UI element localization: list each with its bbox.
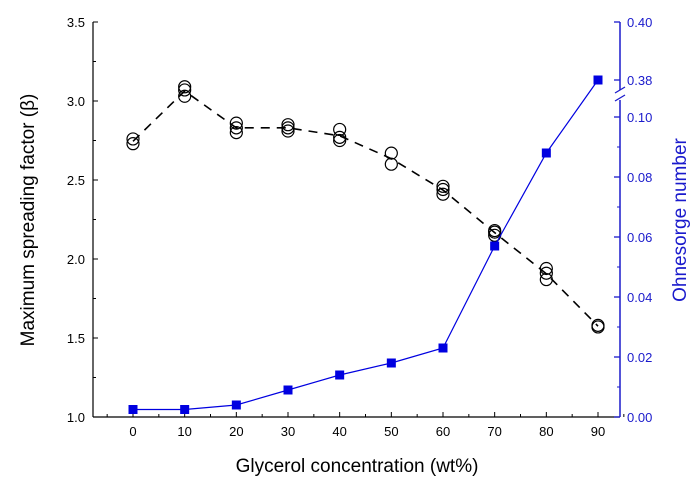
y-tick-label: 2.5 (67, 173, 85, 188)
beta-point (178, 80, 192, 94)
beta-point (384, 157, 398, 171)
y-tick-label: 1.0 (67, 410, 85, 425)
beta-point (178, 89, 192, 103)
x-tick-label: 50 (384, 424, 398, 439)
ohnesorge-point (128, 405, 138, 414)
beta-point (436, 187, 450, 201)
ohnesorge-point (541, 148, 551, 158)
beta-point (436, 182, 450, 197)
beta-point (229, 121, 243, 135)
beta-point (333, 122, 347, 137)
x-axis-label: Glycerol concentration (wt%) (236, 456, 479, 477)
beta-point (539, 272, 553, 287)
beta-point (488, 223, 502, 238)
x-tick-label: 90 (591, 424, 605, 439)
y2-tick-label: 0.06 (627, 230, 652, 245)
y2-tick-label: 0.04 (627, 290, 652, 305)
ohnesorge-point (490, 241, 500, 251)
beta-point (281, 124, 295, 138)
x-tick-label: 20 (229, 424, 243, 439)
x-tick-label: 70 (487, 424, 501, 439)
ohnesorge-point (335, 370, 345, 380)
beta-point (281, 118, 295, 132)
x-tick-label: 0 (129, 424, 136, 439)
ohnesorge-point (386, 358, 396, 368)
ohnesorge-point (283, 385, 293, 395)
ohnesorge-point (180, 405, 190, 414)
beta-dashed-line (132, 89, 599, 327)
ohnesorge-line (133, 79, 599, 411)
y2-tick-label: 0.10 (627, 110, 652, 125)
beta-point (539, 266, 553, 280)
y-tick-label: 1.5 (67, 331, 85, 346)
beta-point (229, 126, 243, 140)
beta-point (333, 130, 347, 144)
ohnesorge-point (438, 343, 448, 353)
ohnesorge-point (593, 75, 603, 85)
y2-tick-label: 0.38 (627, 73, 652, 88)
beta-point (539, 261, 553, 276)
x-tick-label: 60 (436, 424, 450, 439)
axes: 0 10 20 30 40 50 60 70 80 90 1.0 1.5 2.0 2.5 3.0 3.5 0.0… (67, 15, 652, 439)
y-axis-label: Maximum spreading factor (β) (18, 94, 39, 347)
axis-break-mark (614, 86, 626, 94)
beta-point (333, 133, 347, 148)
y-tick-label: 3.5 (67, 15, 85, 30)
beta-point (591, 318, 605, 332)
x-tick-label: 40 (332, 424, 346, 439)
y2-tick-label: 0.02 (627, 350, 652, 365)
y2-tick-label: 0.40 (627, 15, 652, 30)
y-tick-label: 3.0 (67, 94, 85, 109)
x-tick-label: 30 (281, 424, 295, 439)
beta-point (436, 179, 450, 193)
beta-point (126, 137, 140, 151)
beta-point (126, 132, 140, 146)
beta-point (229, 116, 243, 130)
marks (126, 75, 605, 414)
ohnesorge-point (231, 400, 241, 410)
y2-axis-label: Ohnesorge number (670, 137, 691, 301)
y2-tick-label: 0.00 (627, 410, 652, 425)
beta-point (178, 83, 192, 97)
x-tick-label: 10 (177, 424, 191, 439)
x-tick-label: 80 (539, 424, 553, 439)
beta-point (281, 121, 295, 135)
y2-tick-label: 0.08 (627, 170, 652, 185)
y-tick-label: 2.0 (67, 252, 85, 267)
axis-break-mark (614, 94, 626, 102)
beta-point (384, 146, 398, 160)
